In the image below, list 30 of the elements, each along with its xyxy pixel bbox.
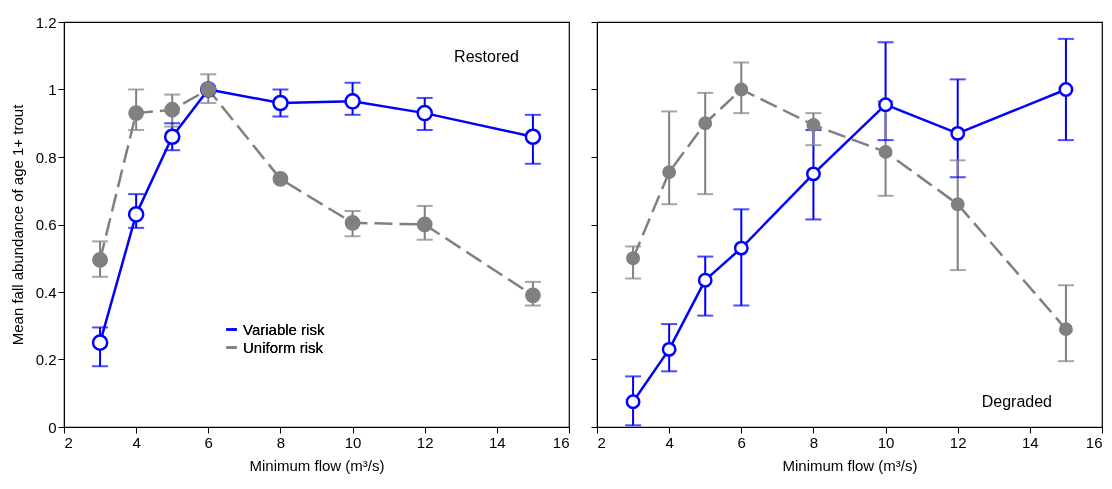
annotation: Degraded (981, 393, 1052, 410)
y-tick-label: 0.8 (35, 148, 57, 166)
y-tick-label: 0.6 (35, 216, 57, 233)
x-tick-label: 2 (597, 433, 606, 451)
x-tick-label: 10 (344, 433, 362, 451)
annotation: Restored (454, 48, 519, 65)
x-axis-title: Minimum flow (m³/s) (782, 456, 918, 474)
x-axis-title: Minimum flow (m³/s) (249, 456, 385, 474)
x-tick-label: 10 (877, 433, 895, 451)
x-tick-label: 4 (665, 433, 674, 451)
y-tick-label: 0 (48, 418, 57, 436)
x-tick-label: 6 (737, 433, 746, 451)
x-tick-label: 12 (949, 433, 967, 451)
legend-label: Uniform risk (243, 338, 324, 356)
x-tick-label: 16 (552, 433, 570, 451)
x-tick-label: 14 (1022, 433, 1039, 451)
x-tick-label: 16 (1085, 433, 1103, 451)
x-tick-label: 8 (276, 433, 286, 451)
x-tick-label: 6 (204, 433, 213, 451)
x-tick-label: 4 (132, 433, 141, 451)
x-tick-label: 2 (64, 433, 73, 451)
y-tick-label: 1 (48, 81, 57, 98)
y-tick-label: 1.2 (35, 13, 57, 31)
x-tick-label: 8 (809, 433, 819, 451)
legend-label: Variable risk (243, 320, 325, 338)
x-tick-label: 12 (416, 433, 434, 451)
y-tick-label: 0.4 (35, 283, 57, 301)
y-axis-title: Mean fall abundance of age 1+ trout (8, 103, 26, 346)
x-tick-label: 14 (489, 433, 506, 451)
y-tick-label: 0.2 (35, 351, 57, 368)
